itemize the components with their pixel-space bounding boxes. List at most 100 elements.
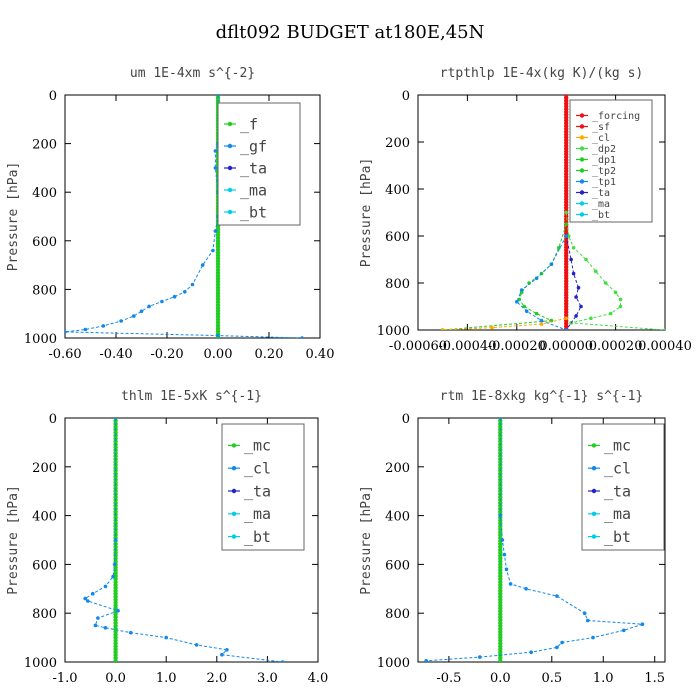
panel-title: thlm 1E-5xK s^{-1}	[121, 389, 262, 404]
legend-label: _tp2	[592, 166, 616, 177]
legend-marker	[579, 146, 585, 151]
data-point	[139, 309, 144, 314]
data-point	[560, 640, 564, 645]
data-point	[119, 319, 123, 323]
legend-marker	[579, 179, 585, 184]
data-point	[618, 297, 623, 302]
legend-marker	[591, 466, 597, 471]
data-point	[571, 271, 576, 276]
data-point	[640, 622, 645, 626]
data-point	[498, 658, 503, 662]
plot-frame	[417, 417, 666, 663]
data-point	[147, 304, 151, 309]
x-tick-label: 0.00000	[539, 339, 593, 354]
legend-marker	[591, 443, 597, 448]
y-tick-label: 200	[32, 461, 57, 476]
series-group	[440, 95, 665, 330]
data-point	[183, 290, 187, 294]
data-point	[129, 630, 133, 635]
data-point	[213, 166, 218, 170]
panel-2: rtpthlp 1E-4x(kg K)/(kg s) Pressure [hPa]…	[359, 66, 692, 354]
x-tick-label: 0.0	[105, 671, 126, 686]
data-point	[555, 594, 559, 598]
x-tick-label: -0.40	[99, 347, 132, 362]
data-point	[116, 609, 120, 613]
y-tick-label: 400	[32, 186, 57, 201]
y-tick-label: 800	[32, 283, 57, 298]
data-point	[555, 645, 559, 650]
legend-marker	[227, 143, 233, 149]
y-tick-label: 200	[385, 461, 410, 476]
x-tick-label: -0.00020	[488, 339, 546, 354]
x-tick-label: 1.0	[156, 671, 177, 686]
series-line-ta	[516, 235, 567, 330]
data-point	[618, 304, 623, 309]
x-tick-label: 0.0	[490, 671, 511, 686]
data-point	[576, 285, 581, 290]
y-tick-label: 800	[385, 277, 410, 292]
x-tick-label: 0.5	[541, 671, 562, 686]
data-point	[132, 314, 136, 318]
data-point	[564, 234, 568, 238]
data-point	[519, 288, 524, 292]
legend-label: _tp1	[592, 177, 616, 188]
y-tick-label: 600	[32, 235, 57, 250]
data-point	[65, 330, 67, 334]
data-point	[83, 596, 87, 601]
data-point	[113, 658, 118, 662]
legend-label: _ta	[244, 482, 271, 500]
data-point	[300, 336, 304, 338]
legend-marker	[579, 201, 585, 206]
legend-label: _ta	[240, 159, 267, 177]
data-point	[515, 300, 519, 304]
legend-marker	[227, 121, 233, 127]
legend: _mc _cl _ta _ma _bt	[221, 423, 305, 551]
data-point	[566, 234, 571, 238]
legend-label: _mc	[244, 437, 271, 455]
data-point	[200, 263, 205, 267]
legend-label: _bt	[592, 210, 610, 221]
legend: _forcing_sf_cl_dp2_dp1_tp2_tp1_ta_ma_bt	[569, 99, 653, 223]
data-point	[549, 262, 554, 267]
data-point	[502, 552, 507, 557]
data-point	[103, 584, 108, 589]
data-point	[213, 149, 218, 153]
series-line-dp2	[442, 224, 567, 330]
data-point	[113, 418, 118, 420]
legend-marker	[231, 511, 237, 516]
data-point	[190, 282, 195, 287]
legend: _f _gf _ta _ma _bt	[217, 102, 301, 226]
legend-marker	[231, 466, 237, 471]
legend-label: _bt	[240, 203, 267, 221]
legend-marker	[579, 157, 585, 162]
x-tick-label: 1.5	[644, 671, 665, 686]
data-point	[96, 616, 100, 620]
legend-marker	[231, 534, 237, 539]
x-tick-label: -0.00040	[438, 339, 496, 354]
data-point	[564, 328, 568, 330]
x-tick-label: -0.00060	[389, 339, 447, 354]
data-point	[564, 210, 568, 215]
legend-label: _gf	[240, 137, 267, 155]
data-point	[216, 95, 220, 97]
data-point	[564, 316, 568, 321]
data-point	[103, 626, 108, 630]
x-tick-label: -0.5	[436, 671, 461, 686]
data-point	[194, 643, 199, 647]
y-tick-label: 600	[385, 230, 410, 245]
data-point	[557, 246, 561, 250]
data-point	[589, 316, 593, 321]
x-tick-label: 4.0	[308, 671, 329, 686]
y-tick-label: 400	[385, 510, 410, 525]
plot-frame	[64, 94, 321, 339]
legend-label: _mc	[604, 437, 631, 455]
legend-label: _ma	[244, 505, 271, 523]
legend-label: _bt	[244, 528, 271, 546]
data-point	[508, 582, 513, 586]
x-tick-label: 0.20	[255, 347, 284, 362]
panel-4: rtm 1E-8xkg kg^{-1} s^{-1} Pressure [hPa]…	[359, 389, 666, 686]
series-group	[83, 418, 285, 662]
x-tick-label: -0.60	[48, 347, 81, 362]
y-tick-label: 800	[385, 607, 410, 622]
